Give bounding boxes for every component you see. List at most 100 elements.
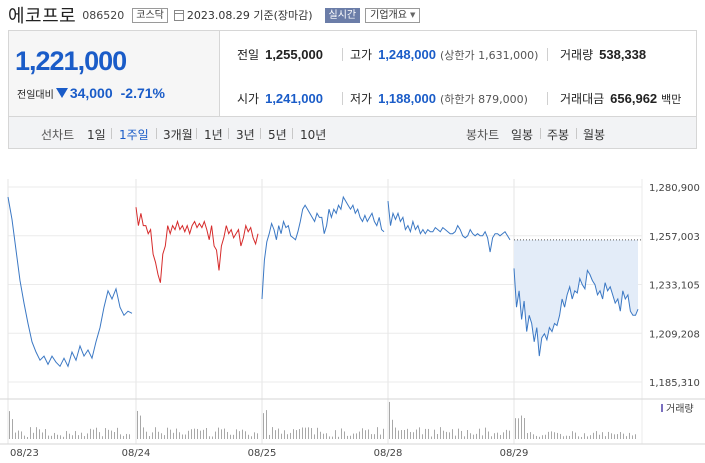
period-10y[interactable]: 10년 xyxy=(300,128,327,142)
period-1w[interactable]: 1주일 xyxy=(119,128,149,142)
volume-bar xyxy=(455,435,456,439)
volume-bar xyxy=(161,433,162,439)
volume-bar xyxy=(560,433,561,439)
volume-bar xyxy=(87,433,88,439)
volume-bar xyxy=(395,427,396,439)
volume-bar xyxy=(269,434,270,439)
volume-bar xyxy=(413,432,414,439)
live-button[interactable]: 실시간 xyxy=(324,7,361,23)
divider xyxy=(540,128,541,139)
volume-bar xyxy=(470,433,471,439)
volume-bar xyxy=(548,431,549,439)
volume-bar xyxy=(323,433,324,439)
volume-bar xyxy=(464,436,465,439)
volume-bar xyxy=(569,435,570,439)
volume-bar xyxy=(344,431,345,439)
volume-bar xyxy=(497,432,498,439)
low-cell: 저가 1,188,000 (하한가 879,000) xyxy=(350,90,528,107)
period-5y[interactable]: 5년 xyxy=(268,128,287,142)
price-line-08/25 xyxy=(261,195,385,300)
market-badge: 코스닥 xyxy=(132,7,168,23)
volume-bar xyxy=(503,432,504,439)
volume-bar xyxy=(39,429,40,439)
period-1d[interactable]: 1일 xyxy=(87,128,106,142)
price-chart-svg: 1,280,900 1,257,003 1,233,105 1,209,208 1,18… xyxy=(0,179,705,459)
volume-bar xyxy=(179,432,180,439)
volume-bar xyxy=(137,410,138,439)
volume-bar xyxy=(581,436,582,439)
volume-bar xyxy=(566,435,567,439)
volume-bar xyxy=(596,431,597,439)
volume-bar xyxy=(242,429,243,439)
volume-bar xyxy=(93,429,94,439)
company-overview-dropdown[interactable]: 기업개요 ▼ xyxy=(365,7,421,23)
divider xyxy=(342,48,343,61)
candle-weekly[interactable]: 주봉 xyxy=(547,128,570,142)
volume-bar xyxy=(206,428,207,439)
volume-bar xyxy=(278,428,279,439)
volume-bar xyxy=(275,430,276,439)
volume-bar xyxy=(45,429,46,439)
volume-bar xyxy=(578,436,579,439)
candle-monthly[interactable]: 월봉 xyxy=(583,128,606,142)
volume-bar xyxy=(599,434,600,439)
candle-daily[interactable]: 일봉 xyxy=(511,128,534,142)
prev-close-label: 전일 xyxy=(237,48,260,62)
volume-bar xyxy=(551,431,552,439)
volume-bar xyxy=(329,436,330,439)
volume-bar xyxy=(114,432,115,439)
volume-bar xyxy=(485,427,486,439)
price-line-08/23 xyxy=(7,196,133,368)
volume-bar xyxy=(302,427,303,439)
volume-bar xyxy=(63,436,64,439)
caret-down-icon: ▼ xyxy=(409,10,416,19)
volume-bar xyxy=(111,430,112,439)
high-value: 1,248,000 xyxy=(378,47,436,62)
stock-code: 086520 xyxy=(82,8,125,22)
volume-bar xyxy=(248,434,249,439)
y-tick-label: 1,185,310 xyxy=(649,378,700,389)
divider xyxy=(342,92,343,105)
volume-bar xyxy=(194,428,195,439)
amount-unit: 백만 xyxy=(661,92,682,106)
volume-bar xyxy=(120,434,121,439)
volume-bar xyxy=(554,432,555,439)
quote-details: 전일 1,255,000 고가 1,248,000 (상한가 1,631,000… xyxy=(219,30,697,117)
volume-bar xyxy=(629,432,630,439)
x-tick-label: 08/23 xyxy=(10,448,39,459)
volume-bar xyxy=(290,432,291,439)
volume-bar xyxy=(635,434,636,439)
volume-bar xyxy=(146,431,147,439)
stock-name: 에코프로 xyxy=(8,6,77,27)
volume-bar xyxy=(536,435,537,439)
volume-bar xyxy=(12,419,13,439)
volume-bar xyxy=(605,436,606,439)
volume-bar xyxy=(108,429,109,439)
volume-bar xyxy=(494,433,495,439)
prev-close-value: 1,255,000 xyxy=(265,47,323,62)
volume-bar xyxy=(191,429,192,439)
volume-bar xyxy=(317,427,318,439)
volume-bar xyxy=(563,436,564,439)
volume-bar xyxy=(233,434,234,439)
low-label: 저가 xyxy=(350,92,373,106)
volume-bar xyxy=(143,427,144,439)
volume-legend-swatch xyxy=(661,404,663,412)
period-3y[interactable]: 3년 xyxy=(236,128,255,142)
volume-bar xyxy=(506,429,507,439)
divider xyxy=(111,128,112,139)
volume-bar xyxy=(152,432,153,439)
volume-bar xyxy=(377,427,378,439)
volume-bar xyxy=(509,430,510,439)
open-label: 시가 xyxy=(237,92,260,106)
volume-bar xyxy=(188,430,189,439)
volume-bar xyxy=(410,431,411,439)
volume-bar xyxy=(440,427,441,439)
volume-bar xyxy=(446,431,447,439)
volume-bar xyxy=(236,429,237,439)
volume-bar xyxy=(332,436,333,439)
volume-bar xyxy=(620,432,621,439)
volume-bar xyxy=(608,431,609,439)
period-3m[interactable]: 3개월 xyxy=(163,128,193,142)
period-1y[interactable]: 1년 xyxy=(204,128,223,142)
